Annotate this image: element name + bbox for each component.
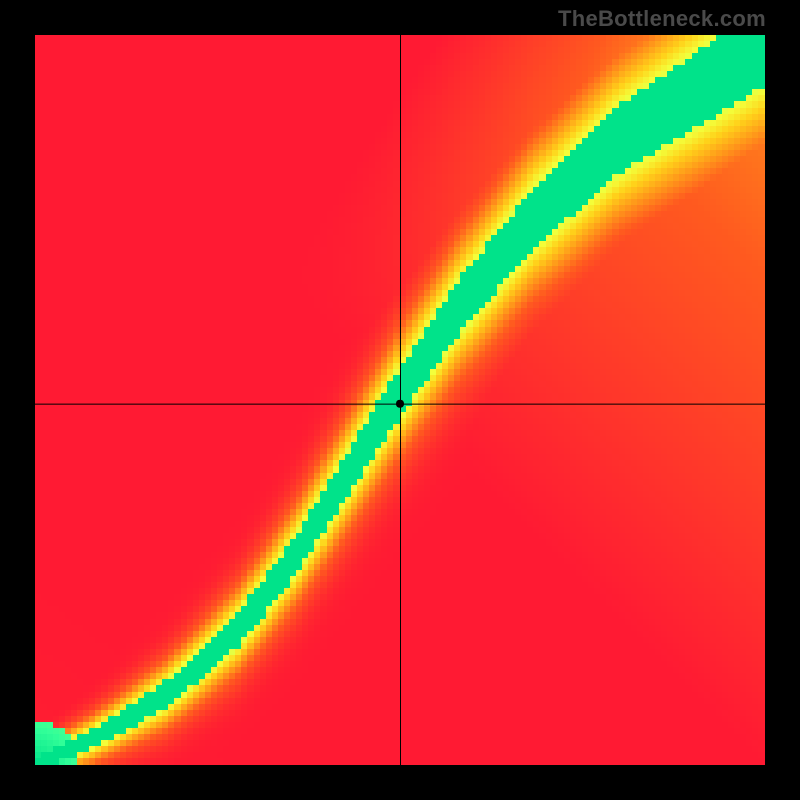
watermark-text: TheBottleneck.com: [558, 6, 766, 32]
chart-container: TheBottleneck.com: [0, 0, 800, 800]
plot-area: [35, 35, 765, 765]
bottleneck-heatmap: [35, 35, 765, 765]
